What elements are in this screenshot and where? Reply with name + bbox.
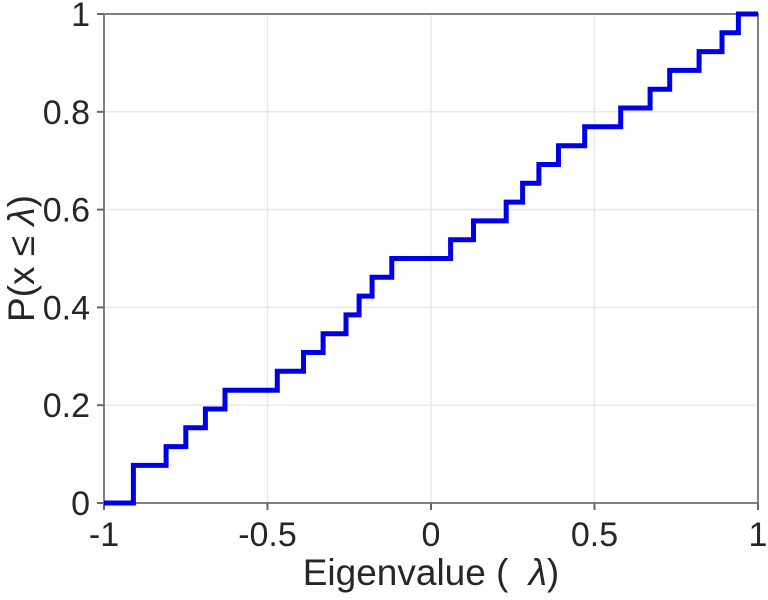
x-tick-label: -0.5	[238, 516, 297, 554]
y-tick-label: 0.6	[43, 192, 90, 230]
y-axis-label: P(x ≤ λ)	[1, 195, 42, 322]
axis-labels: Eigenvalue ( λ) P(x ≤ λ)	[1, 195, 559, 593]
ecdf-line	[104, 11, 758, 506]
x-axis-label: Eigenvalue ( λ)	[303, 552, 560, 593]
ecdf-curve	[104, 11, 758, 506]
y-tick-label: 0.8	[43, 94, 90, 132]
x-tick-label: 0	[422, 516, 441, 554]
x-tick-label: 0.5	[571, 516, 618, 554]
tick-marks: -1 -0.5 0 0.5 1 0 0.2 0.4 0.6 0.8 1	[43, 0, 768, 554]
x-tick-label: -1	[89, 516, 119, 554]
y-tick-label: 0.4	[43, 289, 90, 327]
x-tick-label: 1	[749, 516, 768, 554]
y-tick-label: 0.2	[43, 387, 90, 425]
y-tick-label: 1	[71, 0, 90, 34]
y-tick-label: 0	[71, 485, 90, 523]
